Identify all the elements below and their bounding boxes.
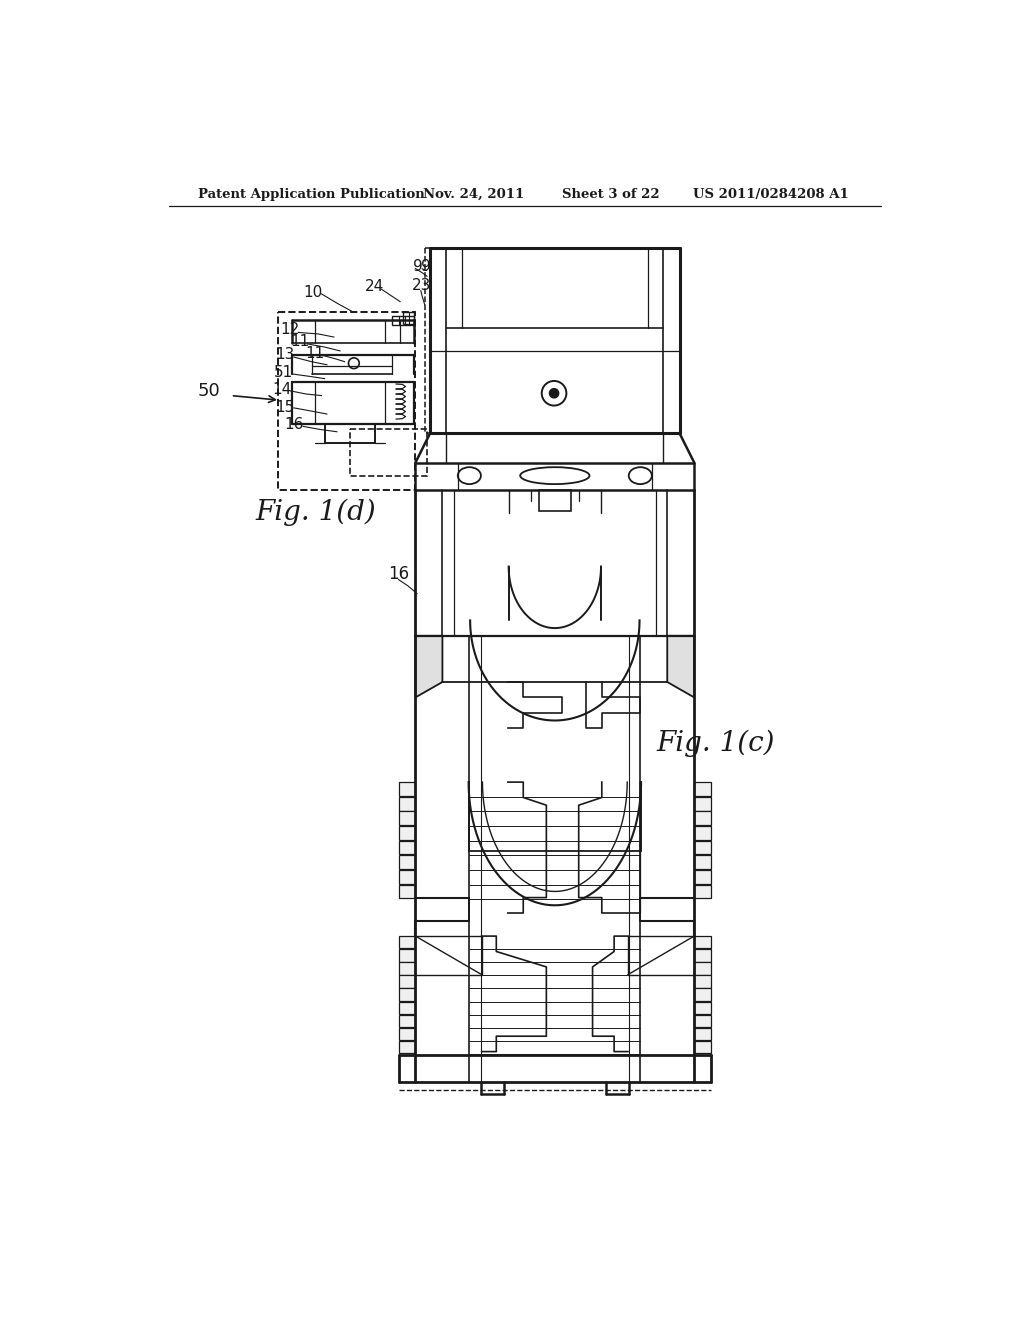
Polygon shape (416, 636, 442, 697)
Bar (279, 313, 416, 490)
Bar (398, 797, 416, 810)
Bar (398, 1028, 416, 1040)
Text: Fig. 1(c): Fig. 1(c) (656, 730, 775, 758)
Bar (694, 1015, 711, 1027)
Text: 9: 9 (413, 259, 423, 273)
Bar (694, 826, 711, 840)
Bar (398, 975, 416, 987)
Bar (694, 1028, 711, 1040)
Bar (398, 781, 416, 796)
Bar (398, 936, 416, 948)
Bar (398, 949, 416, 961)
Bar (398, 841, 416, 854)
Bar (398, 884, 416, 899)
Text: 13: 13 (274, 347, 294, 362)
Text: 23: 23 (412, 279, 431, 293)
Circle shape (550, 388, 559, 397)
Bar (694, 975, 711, 987)
Bar (398, 1015, 416, 1027)
Bar (398, 1002, 416, 1014)
Text: 16: 16 (284, 417, 303, 433)
Bar (694, 989, 711, 1001)
Bar (694, 841, 711, 854)
Text: 15: 15 (274, 400, 294, 414)
Bar (398, 870, 416, 884)
Text: 16: 16 (388, 565, 409, 583)
Bar (398, 812, 416, 825)
Text: 51: 51 (273, 364, 293, 380)
Bar (694, 962, 711, 974)
Bar (694, 949, 711, 961)
Bar (694, 870, 711, 884)
Text: 9: 9 (421, 259, 430, 273)
Bar (350, 429, 427, 475)
Text: 11: 11 (291, 334, 309, 350)
Text: Nov. 24, 2011: Nov. 24, 2011 (423, 187, 524, 201)
Bar (694, 797, 711, 810)
Text: Patent Application Publication: Patent Application Publication (198, 187, 424, 201)
Polygon shape (668, 636, 694, 697)
Bar (694, 884, 711, 899)
Bar (694, 781, 711, 796)
Bar (539, 490, 571, 511)
Text: 11: 11 (306, 346, 325, 362)
Bar (398, 855, 416, 869)
Bar (403, 313, 414, 323)
Bar (398, 989, 416, 1001)
Bar (398, 962, 416, 974)
Bar (425, 248, 680, 433)
Text: 50: 50 (198, 381, 220, 400)
Bar (398, 1040, 416, 1053)
Text: 12: 12 (281, 322, 300, 337)
Bar (694, 855, 711, 869)
Text: Sheet 3 of 22: Sheet 3 of 22 (562, 187, 659, 201)
Text: US 2011/0284208 A1: US 2011/0284208 A1 (692, 187, 849, 201)
Bar (392, 317, 414, 326)
Bar (398, 826, 416, 840)
Text: Fig. 1(d): Fig. 1(d) (255, 499, 376, 527)
Bar (694, 1040, 711, 1053)
Bar (694, 936, 711, 948)
Bar (694, 1002, 711, 1014)
Text: 24: 24 (365, 280, 384, 294)
Text: 14: 14 (271, 381, 291, 397)
Bar (694, 812, 711, 825)
Text: 10: 10 (303, 285, 323, 300)
